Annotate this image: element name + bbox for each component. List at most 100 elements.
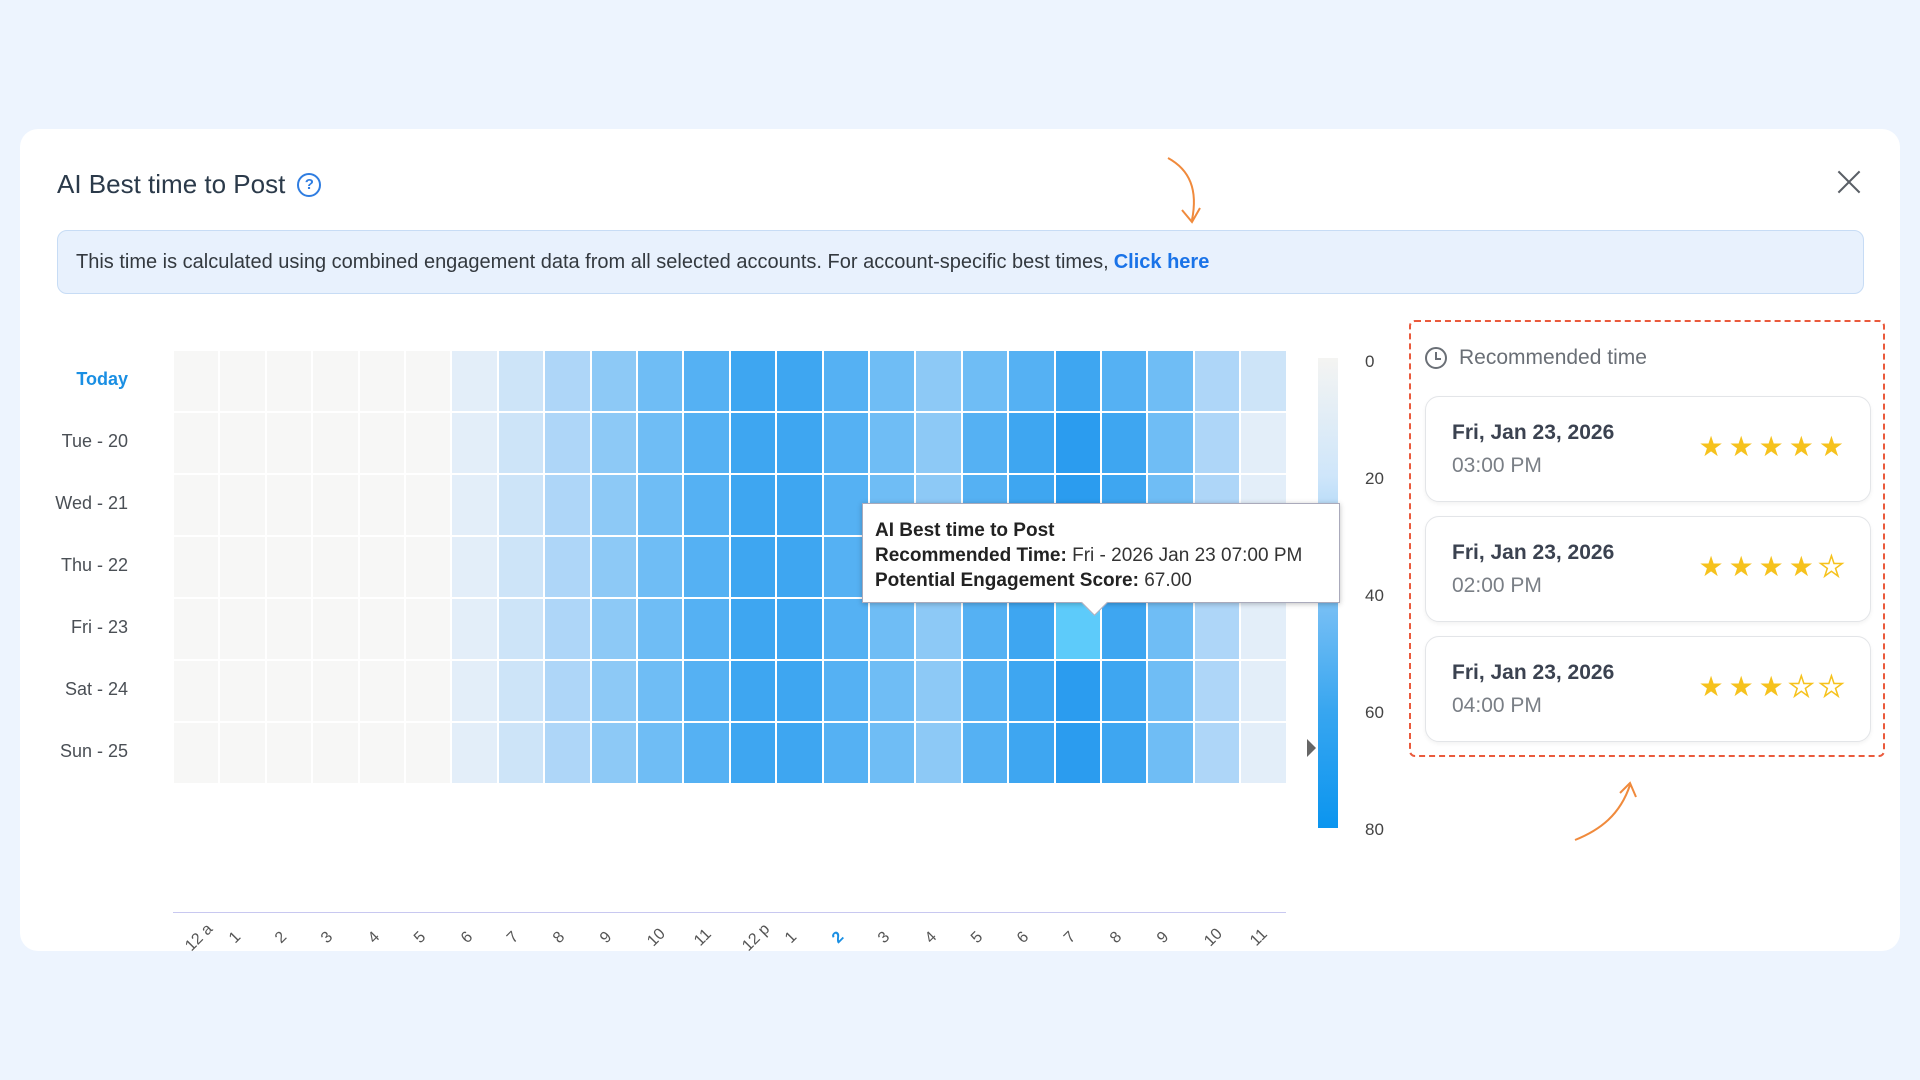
- heatmap-cell[interactable]: [405, 350, 452, 412]
- heatmap-cell[interactable]: [1193, 660, 1241, 722]
- heatmap-cell[interactable]: [544, 350, 591, 412]
- heatmap-cell[interactable]: [590, 722, 637, 784]
- heatmap-cell[interactable]: [497, 412, 545, 474]
- heatmap-cell[interactable]: [358, 598, 405, 660]
- heatmap-cell[interactable]: [451, 412, 498, 474]
- heatmap-cell[interactable]: [1008, 412, 1055, 474]
- heatmap-cell[interactable]: [1240, 598, 1287, 660]
- heatmap-cell[interactable]: [683, 474, 730, 536]
- heatmap-cell[interactable]: [1054, 660, 1101, 722]
- heatmap-cell[interactable]: [1054, 350, 1101, 412]
- heatmap-cell[interactable]: [451, 536, 498, 598]
- heatmap-cell[interactable]: [497, 598, 545, 660]
- heatmap-cell[interactable]: [822, 660, 869, 722]
- heatmap-cell[interactable]: [822, 722, 869, 784]
- heatmap-cell[interactable]: [729, 722, 777, 784]
- heatmap-cell[interactable]: [590, 474, 637, 536]
- heatmap-cell[interactable]: [1240, 350, 1287, 412]
- heatmap-cell[interactable]: [683, 660, 730, 722]
- heatmap-cell[interactable]: [683, 722, 730, 784]
- heatmap-cell[interactable]: [173, 412, 220, 474]
- heatmap-cell[interactable]: [358, 660, 405, 722]
- heatmap-cell[interactable]: [590, 350, 637, 412]
- heatmap-cell[interactable]: [637, 536, 684, 598]
- heatmap-cell[interactable]: [219, 474, 266, 536]
- heatmap-cell[interactable]: [1193, 412, 1241, 474]
- heatmap-cell[interactable]: [869, 598, 916, 660]
- heatmap-cell[interactable]: [219, 598, 266, 660]
- heatmap-cell[interactable]: [729, 350, 777, 412]
- heatmap-cell[interactable]: [173, 536, 220, 598]
- heatmap-cell[interactable]: [961, 598, 1009, 660]
- heatmap-cell[interactable]: [961, 660, 1009, 722]
- heatmap-cell[interactable]: [637, 598, 684, 660]
- heatmap-cell[interactable]: [405, 412, 452, 474]
- heatmap-cell[interactable]: [451, 474, 498, 536]
- heatmap-cell[interactable]: [451, 722, 498, 784]
- heatmap-cell[interactable]: [590, 536, 637, 598]
- heatmap-cell[interactable]: [265, 536, 313, 598]
- heatmap-cell[interactable]: [312, 412, 359, 474]
- heatmap-cell[interactable]: [312, 536, 359, 598]
- heatmap-cell[interactable]: [451, 350, 498, 412]
- heatmap-cell[interactable]: [590, 598, 637, 660]
- heatmap-cell[interactable]: [1193, 598, 1241, 660]
- heatmap-cell[interactable]: [683, 598, 730, 660]
- heatmap-cell[interactable]: [637, 474, 684, 536]
- heatmap-cell[interactable]: [497, 350, 545, 412]
- heatmap-cell[interactable]: [358, 536, 405, 598]
- heatmap-cell[interactable]: [637, 350, 684, 412]
- heatmap-cell[interactable]: [358, 474, 405, 536]
- heatmap-cell[interactable]: [869, 722, 916, 784]
- heatmap-cell[interactable]: [451, 598, 498, 660]
- heatmap-cell[interactable]: [590, 660, 637, 722]
- heatmap-cell[interactable]: [683, 412, 730, 474]
- heatmap-cell[interactable]: [1193, 350, 1241, 412]
- heatmap-cell[interactable]: [405, 474, 452, 536]
- heatmap-cell[interactable]: [915, 660, 962, 722]
- heatmap-cell[interactable]: [173, 598, 220, 660]
- heatmap-cell[interactable]: [683, 536, 730, 598]
- heatmap-cell[interactable]: [1054, 722, 1101, 784]
- heatmap-cell[interactable]: [915, 350, 962, 412]
- heatmap-cell[interactable]: [1008, 350, 1055, 412]
- heatmap-cell[interactable]: [683, 350, 730, 412]
- heatmap-cell[interactable]: [265, 722, 313, 784]
- heatmap-cell[interactable]: [776, 660, 823, 722]
- heatmap-cell[interactable]: [729, 660, 777, 722]
- heatmap-cell[interactable]: [776, 412, 823, 474]
- heatmap-cell[interactable]: [219, 412, 266, 474]
- heatmap-cell[interactable]: [544, 412, 591, 474]
- heatmap-cell[interactable]: [219, 722, 266, 784]
- heatmap-cell[interactable]: [1147, 350, 1194, 412]
- heatmap-cell[interactable]: [544, 598, 591, 660]
- heatmap-cell[interactable]: [1147, 598, 1194, 660]
- heatmap-cell[interactable]: [776, 722, 823, 784]
- heatmap-cell[interactable]: [1240, 412, 1287, 474]
- heatmap-cell[interactable]: [1008, 660, 1055, 722]
- heatmap-cell[interactable]: [497, 474, 545, 536]
- heatmap-cell[interactable]: [776, 350, 823, 412]
- heatmap-cell[interactable]: [312, 598, 359, 660]
- heatmap-cell[interactable]: [358, 412, 405, 474]
- heatmap-cell[interactable]: [1008, 722, 1055, 784]
- heatmap-cell[interactable]: [961, 350, 1009, 412]
- heatmap-cell[interactable]: [869, 660, 916, 722]
- heatmap-cell[interactable]: [265, 598, 313, 660]
- heatmap-cell[interactable]: [265, 660, 313, 722]
- heatmap-cell[interactable]: [544, 722, 591, 784]
- help-icon[interactable]: ?: [297, 172, 322, 197]
- recommended-time-card[interactable]: Fri, Jan 23, 2026 04:00 PM ★ ★ ★ ★ ★: [1425, 636, 1871, 742]
- heatmap-cell[interactable]: [1008, 598, 1055, 660]
- heatmap-cell[interactable]: [497, 722, 545, 784]
- heatmap-cell[interactable]: [173, 660, 220, 722]
- heatmap-cell[interactable]: [637, 722, 684, 784]
- heatmap-cell[interactable]: [451, 660, 498, 722]
- heatmap-cell[interactable]: [822, 350, 869, 412]
- heatmap-cell[interactable]: [822, 412, 869, 474]
- heatmap-cell[interactable]: [1147, 660, 1194, 722]
- heatmap-cell[interactable]: [1240, 722, 1287, 784]
- heatmap-cell[interactable]: [915, 412, 962, 474]
- heatmap-cell[interactable]: [729, 474, 777, 536]
- heatmap-cell[interactable]: [1147, 722, 1194, 784]
